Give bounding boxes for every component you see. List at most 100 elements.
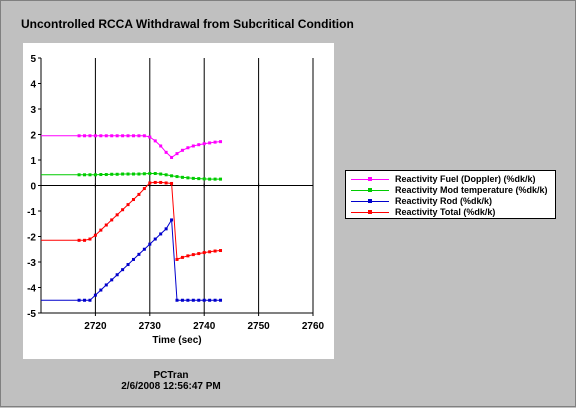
y-tick-label: 1 [30, 156, 36, 167]
data-point [180, 298, 184, 302]
data-point [77, 173, 81, 177]
data-point [131, 134, 135, 138]
data-point [115, 134, 119, 138]
x-tick-label: 2730 [139, 321, 162, 332]
data-point [148, 181, 152, 185]
data-point [219, 177, 223, 181]
legend-entry: Reactivity Mod temperature (%dk/k) [346, 185, 557, 197]
data-point [137, 172, 141, 176]
x-tick-label: 2740 [193, 321, 216, 332]
data-point [83, 238, 87, 242]
data-point [99, 173, 103, 177]
data-point [159, 232, 163, 236]
legend-swatch-marker [368, 199, 372, 203]
data-point [164, 181, 168, 185]
legend-entry: Reactivity Fuel (Doppler) (%dk/k) [346, 174, 557, 186]
data-point [175, 257, 179, 261]
legend-label: Reactivity Rod (%dk/k) [395, 196, 493, 206]
data-point [180, 255, 184, 259]
x-tick-label: 2760 [302, 321, 325, 332]
data-point [131, 257, 135, 261]
legend-entry: Reactivity Total (%dk/k) [346, 207, 557, 219]
data-point [93, 293, 97, 297]
data-point [83, 173, 87, 177]
data-point [110, 134, 114, 138]
data-point [213, 298, 217, 302]
data-point [88, 134, 92, 138]
data-point [142, 134, 146, 138]
data-point [197, 252, 201, 256]
series-line-4 [41, 181, 221, 261]
chart-title: Uncontrolled RCCA Withdrawal from Subcri… [21, 17, 354, 31]
data-point [115, 273, 119, 277]
data-point [219, 298, 223, 302]
data-point [186, 254, 190, 258]
data-point [159, 180, 163, 184]
data-point [99, 228, 103, 232]
data-point [180, 148, 184, 152]
data-point [208, 250, 212, 254]
data-point [153, 139, 157, 143]
data-point [121, 268, 125, 272]
data-point [126, 134, 130, 138]
data-point [170, 174, 174, 178]
series-line-2 [41, 173, 221, 180]
y-tick-label: 2 [30, 131, 36, 142]
y-tick-label: 5 [30, 54, 36, 65]
data-point [202, 298, 206, 302]
data-point [153, 180, 157, 184]
y-tick-label: -4 [27, 284, 36, 295]
data-point [175, 298, 179, 302]
data-point [180, 175, 184, 179]
data-point [164, 173, 168, 177]
data-point [121, 208, 125, 212]
footer-timestamp: 2/6/2008 12:56:47 PM [121, 381, 221, 392]
legend-label: Reactivity Total (%dk/k) [395, 207, 496, 217]
data-point [175, 152, 179, 156]
data-point [153, 172, 157, 176]
legend-swatch-marker [368, 210, 372, 214]
data-point [83, 298, 87, 302]
data-point [142, 247, 146, 251]
data-point [137, 192, 141, 196]
data-point [186, 298, 190, 302]
data-point [219, 249, 223, 253]
data-point [186, 176, 190, 180]
series-line-3 [41, 218, 221, 301]
data-point [99, 134, 103, 138]
legend-entry: Reactivity Rod (%dk/k) [346, 196, 557, 208]
data-point [159, 144, 163, 148]
data-point [170, 218, 174, 222]
data-point [93, 134, 97, 138]
data-point [142, 172, 146, 176]
data-point [137, 252, 141, 256]
data-point [104, 223, 108, 227]
data-point [104, 283, 108, 287]
data-point [137, 134, 141, 138]
data-point [121, 172, 125, 176]
data-point [186, 146, 190, 150]
data-point [77, 238, 81, 242]
series-line-1 [41, 135, 221, 159]
data-point [104, 134, 108, 138]
legend-swatch-marker [368, 177, 372, 181]
data-point [159, 172, 163, 176]
data-point [191, 144, 195, 148]
data-point [88, 298, 92, 302]
data-point [170, 155, 174, 159]
y-tick-label: 4 [30, 80, 36, 91]
data-point [93, 233, 97, 237]
data-point [131, 172, 135, 176]
data-point [126, 172, 130, 176]
y-tick-label: -2 [27, 233, 36, 244]
data-point [202, 251, 206, 255]
legend: Reactivity Fuel (Doppler) (%dk/k) Reactiv… [345, 170, 556, 219]
data-point [110, 278, 114, 282]
data-point [197, 143, 201, 147]
data-point [148, 242, 152, 246]
data-point [164, 150, 168, 154]
data-point [191, 298, 195, 302]
data-point [153, 237, 157, 241]
